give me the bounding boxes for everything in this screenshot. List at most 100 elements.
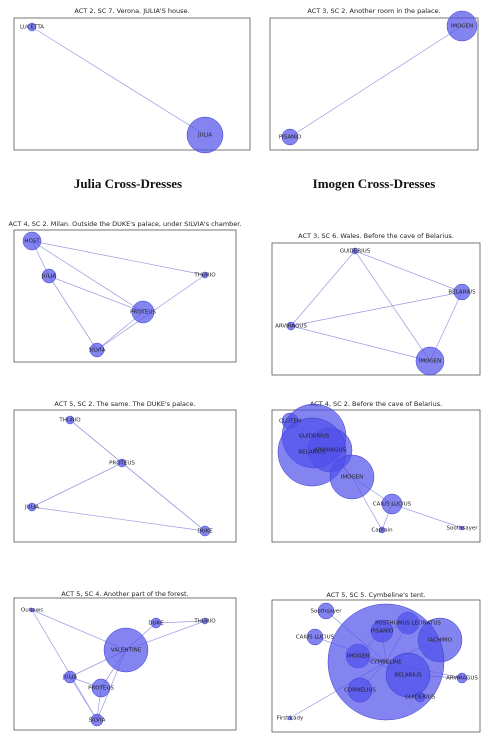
edge xyxy=(289,25,463,138)
node-label: JULIA xyxy=(197,133,212,139)
node-label: DUKE xyxy=(148,621,164,627)
node xyxy=(415,346,445,376)
node xyxy=(117,458,127,468)
node-label: DUKE xyxy=(197,529,213,535)
node-label: Outlaws xyxy=(21,608,43,614)
node-label: IMOGEN xyxy=(347,654,370,660)
node xyxy=(201,271,209,279)
node-label: IMOGEN xyxy=(341,475,364,481)
panel-title: ACT 3, SC 6. Wales. Before the cave of B… xyxy=(298,232,454,240)
node-label: JULIA xyxy=(62,675,77,681)
node xyxy=(131,300,155,324)
node xyxy=(89,342,105,358)
panel-title: ACT 2, SC 7. Verona. JULIA'S house. xyxy=(74,7,189,15)
node xyxy=(22,231,42,251)
edge xyxy=(290,325,431,362)
node xyxy=(317,602,335,620)
node-label: CAIUS LUCIUS xyxy=(373,502,412,508)
node xyxy=(277,417,347,487)
node-label: GUIDERIUS xyxy=(340,249,371,255)
node xyxy=(90,713,104,727)
edge xyxy=(290,250,356,327)
node xyxy=(91,678,111,698)
node xyxy=(347,677,373,703)
node xyxy=(103,627,149,673)
node xyxy=(201,617,209,625)
panel-title: ACT 4, SC 2. Milan. Outside the DUKE's p… xyxy=(9,220,242,228)
node-label: CAIUS LUCIUS xyxy=(296,635,335,641)
edge xyxy=(69,676,98,721)
node-label: ARVIRAGUS xyxy=(446,676,478,682)
caption: Imogen Cross-Dresses xyxy=(313,176,436,191)
node-label: Soothsayer xyxy=(311,609,343,615)
edge xyxy=(31,240,206,276)
node xyxy=(381,493,403,515)
node-label: PROTEUS xyxy=(88,686,114,692)
node xyxy=(27,502,37,512)
panel-frame xyxy=(271,599,481,733)
node-label: HOST xyxy=(24,239,40,245)
node-label: IMOGEN xyxy=(419,359,442,365)
panel-frame xyxy=(13,229,237,363)
node xyxy=(306,628,324,646)
edge xyxy=(290,291,463,327)
node-label: IACHIMO xyxy=(428,638,453,644)
node-label: THURIO xyxy=(58,418,81,424)
node xyxy=(63,670,77,684)
node-label: First Lady xyxy=(277,716,304,722)
node-label: SILVIA xyxy=(89,348,106,354)
panel-title: ACT 5, SC 5. Cymbeline's tent. xyxy=(326,591,425,599)
node-label: Soothsayer xyxy=(447,526,479,532)
node-label: PISANIO xyxy=(279,135,302,141)
node-label: THURIO xyxy=(193,273,216,279)
node-label: IMOGEN xyxy=(451,24,474,30)
edge xyxy=(48,275,144,313)
panel-frame xyxy=(13,17,251,151)
edge xyxy=(391,503,463,529)
node xyxy=(351,247,359,255)
node xyxy=(281,128,299,146)
edge xyxy=(155,620,206,624)
node xyxy=(459,525,465,531)
node-label: GUIDERIUS xyxy=(405,695,436,701)
node-label: VALENTINE xyxy=(111,648,142,654)
node-label: SILVIA xyxy=(89,718,106,724)
node xyxy=(29,607,35,613)
panel-title: ACT 5, SC 4. Another part of the forest. xyxy=(61,590,188,598)
node xyxy=(287,715,293,721)
node xyxy=(414,691,426,703)
edge xyxy=(31,462,123,508)
node xyxy=(378,526,386,534)
caption: Julia Cross-Dresses xyxy=(74,176,182,191)
node xyxy=(41,268,57,284)
node-label: CLOTEN xyxy=(279,419,301,425)
node-label: POSTHUMUS LEONATUS xyxy=(375,621,441,627)
panel-title: ACT 5, SC 2. The same. The DUKE's palace… xyxy=(54,400,195,408)
panel-frame xyxy=(13,597,237,731)
panel-frame xyxy=(271,242,481,376)
panel-frame xyxy=(269,17,479,151)
edge xyxy=(121,462,206,532)
node-label: JULIA xyxy=(41,274,56,280)
node-label: ARVIRAGUS xyxy=(314,448,346,454)
node-label: BELARIUS xyxy=(448,290,476,296)
node-label: CYMBELINE xyxy=(370,660,402,666)
node-label: LUCETTA xyxy=(20,25,44,31)
node-label: JULIA xyxy=(24,505,39,511)
node xyxy=(199,525,211,537)
node-label: BELARIUS xyxy=(394,673,422,679)
node xyxy=(150,617,162,629)
node xyxy=(446,10,478,42)
node-label: BELARIUS xyxy=(298,450,326,456)
edge xyxy=(31,240,144,313)
node-label: PROTEUS xyxy=(130,310,156,316)
edge xyxy=(31,506,206,532)
node xyxy=(385,652,431,698)
node xyxy=(329,454,375,500)
node-label: ARVIRAGUS xyxy=(275,324,307,330)
panel-frame xyxy=(13,409,237,543)
edge xyxy=(31,609,98,721)
panel-frame xyxy=(271,409,481,543)
edge xyxy=(48,275,98,351)
